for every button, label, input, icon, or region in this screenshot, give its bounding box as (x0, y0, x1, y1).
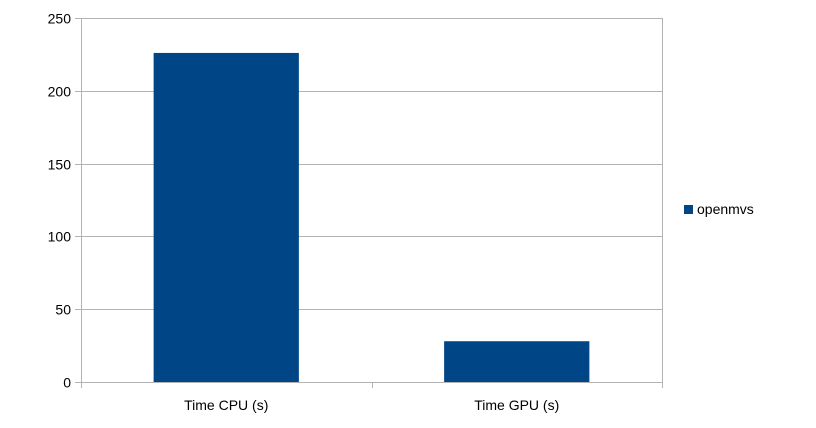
y-tick-label: 100 (48, 229, 72, 245)
legend-label-openmvs: openmvs (697, 201, 754, 217)
bar-time-cpu (153, 52, 299, 382)
y-tick-label: 200 (48, 84, 72, 100)
x-axis-tick-labels: Time CPU (s) Time GPU (s) (184, 397, 559, 413)
y-tick-label: 50 (55, 302, 71, 318)
axes (75, 18, 663, 388)
x-tick-label: Time CPU (s) (184, 397, 268, 413)
bar-time-gpu (444, 341, 590, 382)
x-tick-label: Time GPU (s) (474, 397, 559, 413)
legend-swatch (684, 205, 693, 214)
y-tick-label: 150 (48, 157, 72, 173)
y-axis-tick-labels: 0 50 100 150 200 250 (48, 11, 72, 391)
legend: openmvs (684, 201, 754, 217)
bars (153, 52, 590, 382)
y-tick-label: 250 (48, 11, 72, 27)
y-tick-label: 0 (63, 375, 71, 391)
